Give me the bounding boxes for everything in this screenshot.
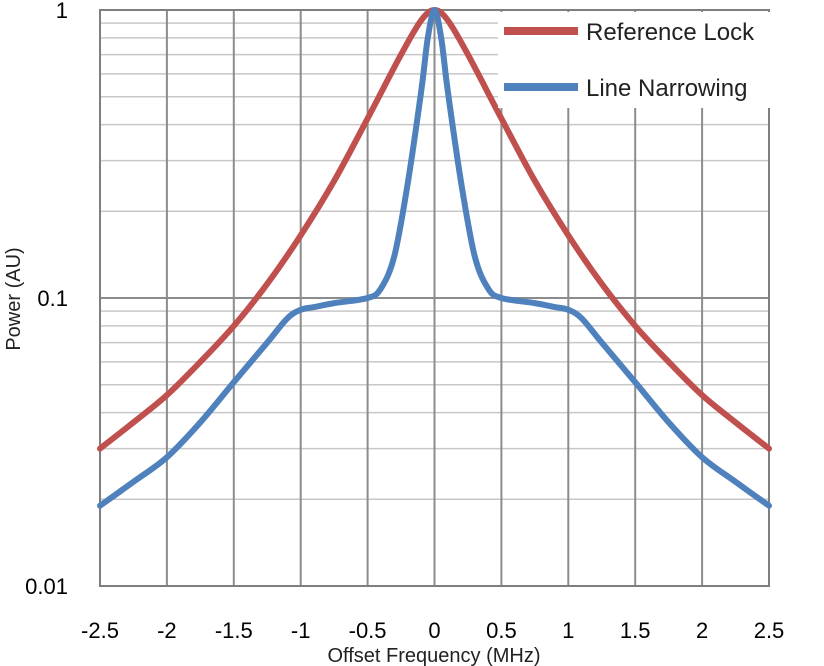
y-tick-label: 1 — [56, 0, 68, 23]
x-tick-label: 1 — [562, 618, 574, 643]
y-axis-label: Power (AU) — [3, 247, 25, 350]
x-tick-label: -1.5 — [215, 618, 253, 643]
x-tick-label: -2.5 — [81, 618, 119, 643]
x-tick-label: 2 — [696, 618, 708, 643]
x-axis-label: Offset Frequency (MHz) — [327, 645, 540, 666]
tick-labels: -2.5 -2 -1.5 -1 -0.5 0 0.5 1 1.5 2 2.5 0.01 0.1 1 — [25, 0, 784, 643]
series-line-line-narrowing — [97, 7, 772, 509]
x-tick-label: -0.5 — [349, 618, 387, 643]
x-tick-label: 2.5 — [754, 618, 785, 643]
y-tick-label: 0.1 — [37, 286, 68, 311]
series-layer — [97, 7, 772, 509]
x-tick-label: 0 — [428, 618, 440, 643]
legend-label-line-narrowing: Line Narrowing — [586, 75, 747, 102]
legend-label-reference-lock: Reference Lock — [586, 19, 755, 46]
x-tick-label: 0.5 — [486, 618, 517, 643]
x-tick-label: -1 — [291, 618, 311, 643]
x-tick-label: 1.5 — [620, 618, 651, 643]
x-tick-label: -2 — [157, 618, 177, 643]
y-tick-label: 0.01 — [25, 574, 68, 599]
legend: Reference Lock Line Narrowing — [498, 12, 783, 108]
